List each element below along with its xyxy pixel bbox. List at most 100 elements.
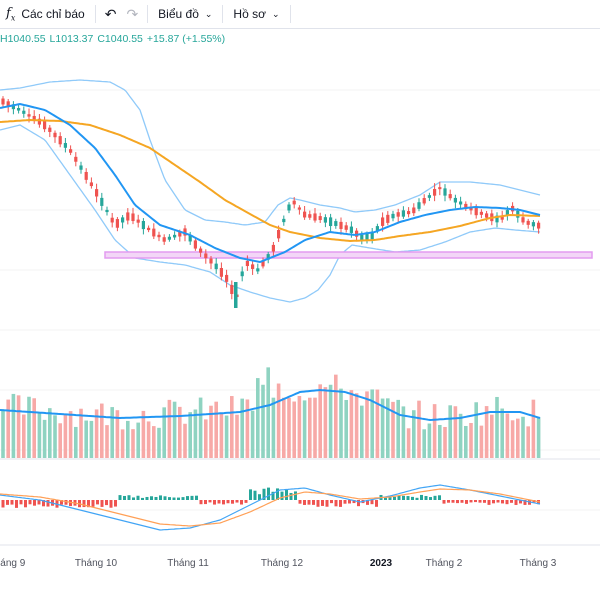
candle-body bbox=[417, 202, 421, 209]
chevron-down-icon: ⌄ bbox=[204, 8, 213, 19]
volume-bar bbox=[219, 413, 224, 458]
volume-bar bbox=[271, 397, 276, 458]
candle-body bbox=[136, 219, 140, 223]
macd-histogram-bar bbox=[514, 500, 518, 505]
macd-histogram-bar bbox=[150, 496, 153, 500]
chevron-down-icon: ⌄ bbox=[271, 8, 280, 19]
profile-dropdown[interactable]: Hồ sơ ⌄ bbox=[227, 0, 285, 28]
volume-bar bbox=[193, 409, 198, 458]
macd-histogram-bar bbox=[105, 500, 108, 506]
macd-histogram-bar bbox=[262, 488, 266, 500]
volume-bar bbox=[250, 410, 255, 458]
ohlc-low: L1013.37 bbox=[49, 33, 94, 45]
volume-bar bbox=[110, 407, 114, 458]
candle-body bbox=[188, 235, 192, 242]
macd-histogram-bar bbox=[406, 496, 410, 500]
volume-bar bbox=[136, 422, 140, 458]
candle-body bbox=[391, 213, 395, 219]
volume-bar bbox=[526, 426, 530, 458]
macd-histogram-bar bbox=[6, 500, 9, 505]
volume-bar bbox=[22, 414, 26, 458]
candle-body bbox=[308, 214, 312, 218]
macd-histogram-bar bbox=[375, 500, 378, 507]
volume-bar bbox=[370, 389, 374, 458]
macd-histogram-bar bbox=[28, 500, 32, 505]
macd-histogram-bar bbox=[478, 500, 482, 503]
volume-bar bbox=[224, 415, 229, 458]
volume-bar bbox=[438, 424, 442, 458]
volume-bar bbox=[89, 420, 94, 458]
macd-histogram-bar bbox=[186, 496, 189, 500]
macd-histogram-bar bbox=[181, 497, 185, 500]
macd-histogram-bar bbox=[244, 500, 248, 503]
indicators-button[interactable]: fx Các chỉ báo bbox=[0, 0, 91, 28]
support-band bbox=[104, 251, 593, 259]
macd-histogram-bar bbox=[433, 495, 437, 500]
indicators-label: Các chỉ báo bbox=[21, 7, 85, 21]
candle-body bbox=[22, 110, 26, 114]
candle-body bbox=[115, 219, 119, 228]
volume-bar bbox=[536, 417, 541, 458]
candle-body bbox=[396, 212, 400, 217]
candle-body bbox=[58, 136, 62, 145]
candle-body bbox=[178, 231, 182, 237]
volume-bar bbox=[484, 406, 489, 458]
undo-icon[interactable]: ↶ bbox=[104, 5, 117, 22]
macd-histogram-bar bbox=[109, 500, 113, 508]
macd-histogram-bar bbox=[298, 500, 302, 504]
candle-body bbox=[84, 171, 88, 180]
volume-bar bbox=[68, 411, 73, 458]
volume-bar bbox=[427, 423, 432, 458]
candle-body bbox=[43, 120, 47, 130]
volume-bar bbox=[63, 414, 68, 458]
chart-toolbar: fx Các chỉ báo ↶ ↷ Biểu đồ ⌄ Hồ sơ ⌄ bbox=[0, 0, 600, 29]
volume-bar bbox=[401, 406, 406, 458]
macd-histogram-bar bbox=[370, 500, 374, 505]
candle-body bbox=[339, 221, 343, 229]
volume-bar bbox=[510, 420, 515, 458]
macd-histogram-bar bbox=[510, 500, 513, 503]
candle-body bbox=[251, 264, 255, 269]
macd-histogram-bar bbox=[285, 490, 288, 500]
macd-histogram-bar bbox=[60, 500, 63, 505]
volume-bar bbox=[11, 393, 16, 458]
macd-histogram-bar bbox=[501, 500, 504, 504]
macd-histogram-bar bbox=[438, 495, 441, 500]
macd-histogram-bar bbox=[451, 500, 455, 503]
candle-body bbox=[448, 194, 452, 199]
candle-body bbox=[292, 200, 296, 205]
chart-type-dropdown[interactable]: Biểu đồ ⌄ bbox=[152, 0, 218, 28]
candle-body bbox=[6, 101, 10, 107]
volume-bar bbox=[214, 401, 218, 458]
volume-bar bbox=[27, 396, 31, 458]
redo-icon[interactable]: ↷ bbox=[126, 5, 139, 22]
macd-histogram-bar bbox=[330, 500, 333, 504]
candle-body bbox=[219, 267, 223, 277]
volume-bar bbox=[32, 398, 36, 458]
volume-bar bbox=[6, 399, 10, 458]
volume-bar bbox=[131, 429, 135, 458]
macd-histogram-bar bbox=[19, 500, 23, 505]
macd-histogram-bar bbox=[321, 500, 324, 506]
macd-histogram-bar bbox=[42, 500, 45, 507]
macd-histogram-bar bbox=[96, 500, 99, 505]
candle-body bbox=[105, 209, 109, 213]
volume-bar bbox=[37, 413, 42, 458]
macd-signal-line bbox=[0, 488, 541, 527]
toolbar-divider bbox=[289, 5, 291, 23]
candle-body bbox=[167, 236, 171, 240]
volume-bar bbox=[141, 410, 146, 458]
ohlc-close: C1040.55 bbox=[97, 33, 143, 45]
volume-bar bbox=[495, 396, 499, 458]
macd-histogram-bar bbox=[231, 500, 234, 504]
volume-bar bbox=[115, 410, 120, 458]
candle-body bbox=[516, 210, 520, 218]
volume-bar bbox=[302, 400, 307, 458]
toolbar-divider bbox=[222, 5, 224, 23]
macd-histogram-bar bbox=[222, 500, 225, 505]
macd-histogram-bar bbox=[429, 497, 432, 500]
candle-body bbox=[1, 98, 5, 105]
candle-body bbox=[427, 195, 431, 198]
macd-histogram-bar bbox=[312, 500, 315, 505]
